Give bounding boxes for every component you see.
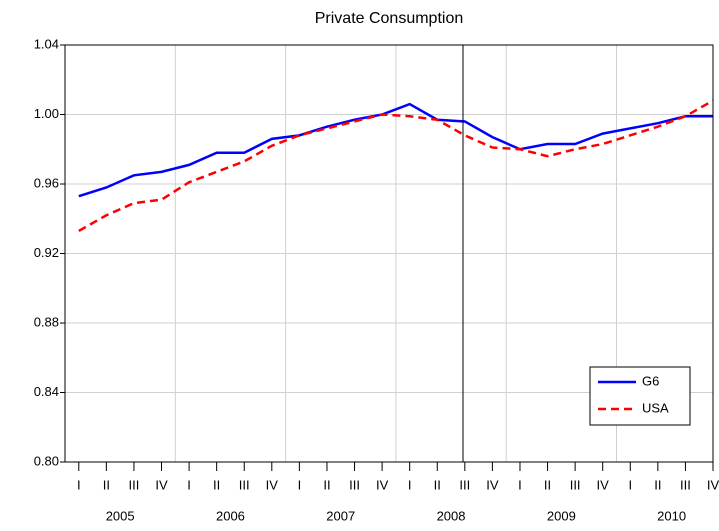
x-tick-label: III — [129, 477, 140, 492]
y-tick-label: 0.92 — [34, 245, 59, 260]
year-label: 2006 — [216, 508, 245, 523]
series-line — [78, 99, 714, 232]
x-tick-label: IV — [486, 477, 499, 492]
legend-box — [589, 366, 691, 426]
x-tick-label: I — [518, 477, 522, 492]
x-tick-label: II — [654, 477, 661, 492]
x-tick-label: II — [213, 477, 220, 492]
x-tick-label: II — [323, 477, 330, 492]
y-tick-label: 0.96 — [34, 175, 59, 190]
x-tick-label: I — [628, 477, 632, 492]
marks — [78, 99, 714, 232]
y-tick-label: 0.80 — [34, 453, 59, 468]
x-tick-label: III — [349, 477, 360, 492]
x-tick-label: III — [459, 477, 470, 492]
x-tick-label: II — [103, 477, 110, 492]
x-tick-label: II — [544, 477, 551, 492]
legend: G6 USA — [589, 366, 691, 426]
y-tick-label: 1.04 — [34, 36, 59, 51]
year-label: 2007 — [326, 508, 355, 523]
y-tick-label: 0.84 — [34, 384, 59, 399]
x-tick-label: I — [408, 477, 412, 492]
y-tick-label: 1.00 — [34, 106, 59, 121]
x-tick-label: IV — [266, 477, 279, 492]
x-tick-label: I — [187, 477, 191, 492]
x-tick-label: IV — [155, 477, 168, 492]
x-tick-label: I — [77, 477, 81, 492]
x-tick-label: IV — [707, 477, 719, 492]
legend-label: G6 — [642, 373, 659, 388]
x-tick-label: III — [570, 477, 581, 492]
x-tick-label: I — [298, 477, 302, 492]
year-label: 2009 — [547, 508, 576, 523]
x-tick-label: III — [239, 477, 250, 492]
series-line — [78, 102, 713, 198]
x-tick-label: IV — [597, 477, 610, 492]
chart-title: Private Consumption — [315, 10, 464, 27]
x-tick-label: III — [680, 477, 691, 492]
year-label: 2008 — [437, 508, 466, 523]
x-tick-label: II — [434, 477, 441, 492]
year-label: 2010 — [657, 508, 686, 523]
legend-label: USA — [642, 400, 669, 415]
x-tick-label: IV — [376, 477, 389, 492]
year-label: 2005 — [106, 508, 135, 523]
y-tick-label: 0.88 — [34, 314, 59, 329]
